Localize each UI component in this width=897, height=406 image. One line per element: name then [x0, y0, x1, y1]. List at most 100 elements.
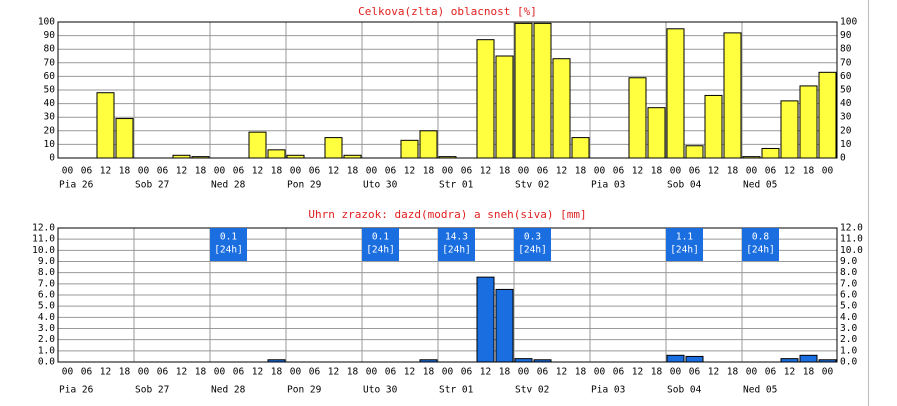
day-label: Sob 04 [667, 385, 702, 396]
bar [419, 130, 438, 159]
x-tick-label: 12 [556, 166, 567, 177]
annotation-period: [24h] [746, 245, 775, 256]
y-tick-label: 2.0 [38, 334, 55, 345]
bar [818, 359, 837, 363]
y2-tick-label: 0 [840, 153, 846, 164]
y2-tick-label: 0.0 [840, 357, 857, 368]
x-tick-label: 06 [689, 166, 701, 177]
x-tick-label: 00 [138, 166, 150, 177]
bar [704, 94, 723, 159]
x-tick-label: 18 [803, 367, 815, 378]
bar [685, 355, 704, 363]
bar [115, 118, 134, 159]
annotation-total: 14.3 [445, 232, 468, 243]
bar [419, 359, 438, 363]
bar [324, 137, 343, 159]
x-tick-label: 12 [784, 166, 795, 177]
annotation-total: 0.3 [524, 232, 541, 243]
y2-tick-label: 30 [840, 112, 852, 123]
day-label: Ned 28 [211, 180, 246, 191]
x-tick-label: 00 [290, 367, 302, 378]
annotation-box [438, 228, 475, 261]
y-tick-label: 70 [44, 57, 56, 68]
bar [495, 55, 514, 159]
y2-tick-label: 2.0 [840, 334, 857, 345]
bar [552, 58, 571, 159]
bar [495, 288, 514, 363]
day-label: Uto 30 [363, 180, 398, 191]
x-tick-label: 12 [404, 166, 415, 177]
x-tick-label: 12 [404, 367, 415, 378]
x-tick-label: 00 [518, 166, 530, 177]
x-tick-label: 12 [480, 166, 491, 177]
annotation-period: [24h] [670, 245, 699, 256]
y-tick-label: 20 [44, 125, 56, 136]
x-tick-label: 00 [594, 367, 606, 378]
y2-tick-label: 100 [840, 17, 857, 28]
x-tick-label: 00 [442, 367, 454, 378]
bar [343, 154, 362, 159]
x-tick-label: 18 [347, 166, 359, 177]
day-label: Str 01 [439, 385, 474, 396]
x-tick-label: 12 [328, 367, 339, 378]
x-tick-label: 00 [138, 367, 150, 378]
bar [476, 39, 495, 159]
x-tick-label: 18 [803, 166, 815, 177]
annotation-box [362, 228, 399, 261]
x-tick-label: 06 [461, 367, 473, 378]
y2-tick-label: 40 [840, 98, 852, 109]
annotation-total: 0.1 [372, 232, 389, 243]
x-tick-label: 12 [176, 166, 187, 177]
y2-tick-label: 20 [840, 125, 852, 136]
y-tick-label: 90 [44, 30, 56, 41]
y2-tick-label: 11.0 [840, 234, 863, 245]
x-tick-label: 18 [271, 367, 283, 378]
y-tick-label: 0 [49, 153, 55, 164]
x-tick-label: 06 [81, 367, 93, 378]
x-tick-label: 06 [385, 166, 397, 177]
y-tick-label: 7.0 [38, 278, 55, 289]
x-tick-label: 18 [423, 166, 435, 177]
x-tick-label: 06 [81, 166, 93, 177]
x-tick-label: 06 [385, 367, 397, 378]
x-tick-label: 12 [632, 166, 643, 177]
x-tick-label: 06 [537, 367, 549, 378]
x-tick-label: 00 [366, 367, 378, 378]
x-tick-label: 00 [822, 166, 834, 177]
annotation-total: 0.1 [220, 232, 237, 243]
x-tick-label: 12 [556, 367, 567, 378]
x-tick-label: 06 [233, 367, 245, 378]
bar [248, 131, 267, 159]
x-tick-label: 18 [195, 367, 207, 378]
bar [818, 71, 837, 159]
x-tick-label: 06 [613, 166, 625, 177]
day-label: Pia 03 [591, 180, 625, 191]
y2-tick-label: 10 [840, 139, 852, 150]
y2-tick-label: 12.0 [840, 223, 863, 234]
y-tick-label: 40 [44, 98, 56, 109]
x-tick-label: 00 [746, 166, 758, 177]
annotation-period: [24h] [518, 245, 547, 256]
x-tick-label: 00 [518, 367, 530, 378]
y2-tick-label: 70 [840, 57, 852, 68]
y-tick-label: 12.0 [32, 223, 55, 234]
chart-title: Celkova(zlta) oblacnost [%] [358, 5, 537, 18]
x-tick-label: 00 [746, 367, 758, 378]
x-tick-label: 06 [689, 367, 701, 378]
x-tick-label: 00 [366, 166, 378, 177]
annotation-box [666, 228, 703, 261]
bar [742, 156, 761, 159]
bar [286, 154, 305, 159]
annotation-box [210, 228, 247, 261]
y-tick-label: 10 [44, 139, 56, 150]
x-tick-label: 18 [347, 367, 359, 378]
bar [571, 137, 590, 159]
y2-tick-label: 90 [840, 30, 852, 41]
bar [400, 139, 419, 159]
bar [666, 28, 685, 159]
bar [172, 154, 191, 159]
y-tick-label: 9.0 [38, 256, 55, 267]
y-tick-label: 80 [44, 44, 56, 55]
x-tick-label: 12 [100, 166, 111, 177]
